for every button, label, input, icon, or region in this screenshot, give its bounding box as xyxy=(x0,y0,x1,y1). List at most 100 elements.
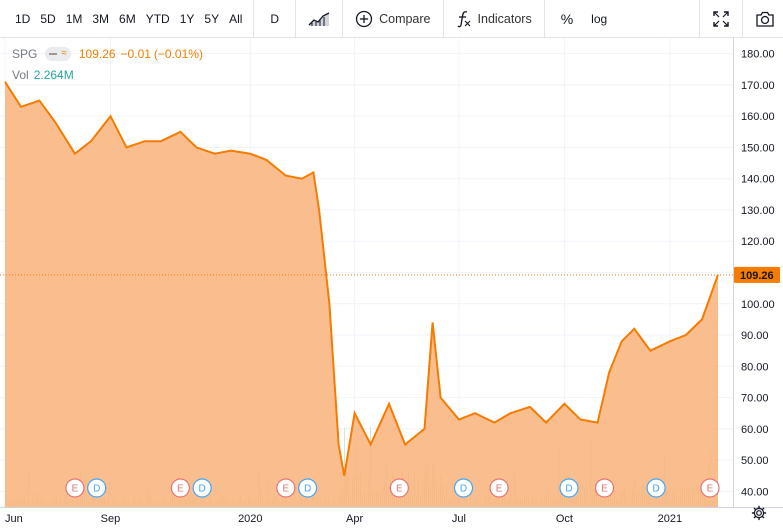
range-1y-button[interactable]: 1Y xyxy=(179,11,195,26)
legend-price-row: SPG ≈ 109.26 −0.01 (−0.01%) xyxy=(12,45,206,62)
last-price-tag: 109.26 xyxy=(734,266,780,283)
price-chart[interactable]: E D E D E D E D E D E D E 40.00 50.00 60.00 70.00 80.00 9… xyxy=(0,38,783,529)
y-tick-label: 40.00 xyxy=(741,486,769,498)
y-tick-label: 130.00 xyxy=(741,205,775,217)
x-tick-label: 2021 xyxy=(658,513,682,525)
log-scale-button[interactable]: log xyxy=(591,11,608,26)
x-tick-label: 2020 xyxy=(238,513,262,525)
x-tick-label: Apr xyxy=(346,513,363,525)
event-marker-label: E xyxy=(283,484,290,495)
event-marker-label: E xyxy=(177,484,184,495)
earnings-marker[interactable] xyxy=(170,478,190,498)
area-chart-icon xyxy=(308,11,330,26)
percent-scale-button[interactable]: % xyxy=(560,10,574,27)
price-axis[interactable]: 40.0050.0060.0070.0080.0090.00100.00110.… xyxy=(741,49,775,499)
toolbar-divider xyxy=(442,0,444,38)
event-marker-label: E xyxy=(396,484,403,495)
plus-circle-icon xyxy=(355,10,373,27)
chart-legend: SPG ≈ 109.26 −0.01 (−0.01%) Vol 2.264M xyxy=(12,45,206,87)
toolbar-divider xyxy=(342,0,344,38)
current-price: 109.26 xyxy=(78,46,116,61)
event-marker-label: D xyxy=(304,484,311,495)
time-axis[interactable]: Jun Sep 2020 Apr Jul Oct 2021 xyxy=(5,513,682,525)
earnings-marker[interactable] xyxy=(65,478,85,498)
toolbar-divider xyxy=(253,0,255,38)
earnings-marker[interactable] xyxy=(594,478,615,498)
price-line xyxy=(4,81,719,476)
y-tick-label: 60.00 xyxy=(741,424,769,436)
fullscreen-button[interactable] xyxy=(706,0,736,38)
toolbar-right-group xyxy=(693,0,783,38)
range-3m-button[interactable]: 3M xyxy=(92,11,110,26)
last-price-tag-background xyxy=(734,266,780,283)
y-tick-label: 150.00 xyxy=(741,142,775,154)
x-tick-label: Oct xyxy=(556,513,573,525)
x-tick-label: Jun xyxy=(5,513,23,525)
snapshot-button[interactable] xyxy=(749,0,783,38)
dividend-marker[interactable] xyxy=(87,478,107,498)
interval-button[interactable]: D xyxy=(270,11,280,26)
y-tick-label: 90.00 xyxy=(741,330,769,342)
y-tick-label: 100.00 xyxy=(741,299,775,311)
dividend-marker[interactable] xyxy=(646,478,666,498)
event-marker-label: E xyxy=(72,484,79,495)
dividend-marker[interactable] xyxy=(192,478,212,498)
range-1m-button[interactable]: 1M xyxy=(65,11,83,26)
event-marker-label: D xyxy=(93,484,100,495)
y-tick-label: 160.00 xyxy=(741,111,775,123)
event-marker-label: D xyxy=(199,484,206,495)
earnings-marker[interactable] xyxy=(276,478,296,498)
volume-label: Vol xyxy=(12,67,29,82)
toolbar-divider xyxy=(543,0,545,38)
chart-style-button[interactable] xyxy=(302,0,336,38)
indicators-label: Indicators xyxy=(477,11,532,26)
legend-toggle-pill[interactable]: ≈ xyxy=(45,46,71,61)
chart-settings-button[interactable] xyxy=(751,505,767,521)
camera-icon xyxy=(756,11,774,27)
volume-bar xyxy=(344,427,345,507)
event-marker-label: E xyxy=(601,484,608,495)
dividend-marker[interactable] xyxy=(559,478,579,498)
y-tick-label: 170.00 xyxy=(741,80,775,92)
event-marker-label: D xyxy=(652,484,659,495)
gear-icon xyxy=(751,505,767,521)
last-price-label: 109.26 xyxy=(740,270,774,282)
symbol-label[interactable]: SPG xyxy=(12,46,38,61)
minus-icon xyxy=(49,52,58,55)
legend-volume-row: Vol 2.264M xyxy=(12,66,206,83)
range-6m-button[interactable]: 6M xyxy=(119,11,136,26)
price-change-percent: (−0.01%) xyxy=(153,46,203,61)
y-tick-label: 70.00 xyxy=(741,393,769,405)
function-icon xyxy=(457,10,470,27)
earnings-marker[interactable] xyxy=(489,478,509,498)
compare-label: Compare xyxy=(379,11,431,26)
earnings-marker[interactable] xyxy=(700,478,720,498)
dividend-marker[interactable] xyxy=(298,478,318,498)
price-change: −0.01 xyxy=(120,46,151,61)
event-marker-label: D xyxy=(565,484,572,495)
x-tick-label: Sep xyxy=(101,513,121,525)
range-ytd-button[interactable]: YTD xyxy=(145,11,170,26)
volume-value: 2.264M xyxy=(33,67,74,82)
indicators-button[interactable]: Indicators xyxy=(450,0,538,38)
earnings-marker[interactable] xyxy=(389,478,409,498)
y-tick-label: 50.00 xyxy=(741,455,769,467)
toolbar-divider xyxy=(742,0,743,38)
range-1d-button[interactable]: 1D xyxy=(15,11,31,26)
toolbar-divider xyxy=(295,0,297,38)
range-5d-button[interactable]: 5D xyxy=(40,11,56,26)
dividend-marker[interactable] xyxy=(453,478,474,498)
range-5y-button[interactable]: 5Y xyxy=(204,11,220,26)
range-all-button[interactable]: All xyxy=(229,11,243,26)
y-tick-label: 180.00 xyxy=(741,49,775,61)
toolbar-divider xyxy=(699,0,700,38)
wave-icon: ≈ xyxy=(61,48,67,59)
y-tick-label: 80.00 xyxy=(741,361,769,373)
event-marker-label: D xyxy=(460,484,467,495)
y-tick-label: 140.00 xyxy=(741,174,775,186)
fullscreen-icon xyxy=(713,11,729,27)
event-marker-label: E xyxy=(496,484,503,495)
compare-button[interactable]: Compare xyxy=(349,0,436,38)
chart-toolbar: 1D 5D 1M 3M 6M YTD 1Y 5Y All D Compare xyxy=(0,0,783,38)
